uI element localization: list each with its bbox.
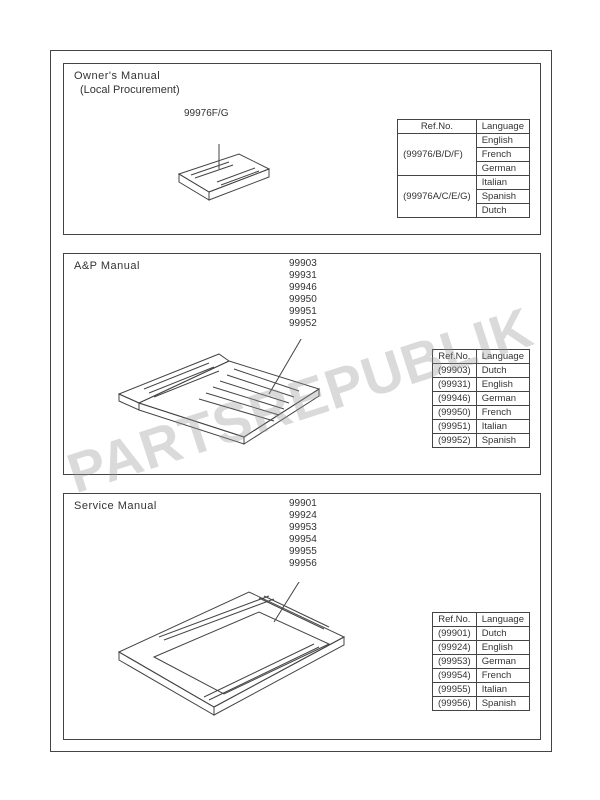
part-callout-list: 99903 99931 99946 99950 99951 99952 bbox=[289, 258, 317, 330]
section-title: Service Manual bbox=[74, 500, 157, 512]
open-manual-icon bbox=[109, 339, 349, 459]
manual-icon bbox=[169, 144, 289, 214]
callout-item: 99954 bbox=[289, 534, 317, 545]
table-cell: (99950) bbox=[432, 406, 476, 420]
table-cell: (99952) bbox=[432, 434, 476, 448]
table-cell: Italian bbox=[476, 683, 529, 697]
table-cell: (99955) bbox=[432, 683, 476, 697]
section-ap-manual: A&P Manual 99903 99931 99946 99950 99951… bbox=[63, 253, 541, 475]
section-title: A&P Manual bbox=[74, 260, 140, 272]
callout-item: 99955 bbox=[289, 546, 317, 557]
table-cell: Spanish bbox=[476, 190, 529, 204]
diagram-page: Owner's Manual (Local Procurement) 99976… bbox=[50, 50, 552, 752]
callout-item: 99931 bbox=[289, 270, 317, 281]
callout-item: 99950 bbox=[289, 294, 317, 305]
callout-item: 99901 bbox=[289, 498, 317, 509]
section-service-manual: Service Manual 99901 99924 99953 99954 9… bbox=[63, 493, 541, 740]
table-cell: (99953) bbox=[432, 655, 476, 669]
table-cell: Spanish bbox=[476, 434, 529, 448]
callout-item: 99951 bbox=[289, 306, 317, 317]
section-subtitle: (Local Procurement) bbox=[80, 84, 180, 96]
table-cell: (99954) bbox=[432, 669, 476, 683]
table-cell: Dutch bbox=[476, 627, 529, 641]
table-cell: French bbox=[476, 148, 529, 162]
callout-item: 99953 bbox=[289, 522, 317, 533]
table-cell: (99903) bbox=[432, 364, 476, 378]
reference-table: Ref.No.Language (99903)Dutch (99931)Engl… bbox=[432, 349, 530, 448]
reference-table: Ref.No.Language (99976/B/D/F)English Fre… bbox=[397, 119, 530, 218]
table-cell: (99924) bbox=[432, 641, 476, 655]
table-header-lang: Language bbox=[476, 120, 529, 134]
table-cell: (99931) bbox=[432, 378, 476, 392]
table-cell: (99951) bbox=[432, 420, 476, 434]
callout-item: 99903 bbox=[289, 258, 317, 269]
callout-item: 99946 bbox=[289, 282, 317, 293]
table-cell: French bbox=[476, 669, 529, 683]
table-cell: German bbox=[476, 162, 529, 176]
table-cell: German bbox=[476, 655, 529, 669]
callout-item: 99952 bbox=[289, 318, 317, 329]
table-cell: Dutch bbox=[476, 364, 529, 378]
table-cell: (99901) bbox=[432, 627, 476, 641]
table-header-lang: Language bbox=[476, 613, 529, 627]
table-cell: Dutch bbox=[476, 204, 529, 218]
service-manual-icon bbox=[104, 582, 364, 732]
table-cell: (99956) bbox=[432, 697, 476, 711]
part-callout: 99976F/G bbox=[184, 108, 228, 120]
section-title: Owner's Manual bbox=[74, 70, 160, 82]
callout-item: 99924 bbox=[289, 510, 317, 521]
table-header-ref: Ref.No. bbox=[432, 350, 476, 364]
callout-item: 99956 bbox=[289, 558, 317, 569]
table-cell: German bbox=[476, 392, 529, 406]
table-cell: Italian bbox=[476, 176, 529, 190]
table-header-lang: Language bbox=[476, 350, 529, 364]
table-cell: Italian bbox=[476, 420, 529, 434]
table-cell: (99946) bbox=[432, 392, 476, 406]
part-callout-list: 99901 99924 99953 99954 99955 99956 bbox=[289, 498, 317, 570]
table-cell: Spanish bbox=[476, 697, 529, 711]
section-owners-manual: Owner's Manual (Local Procurement) 99976… bbox=[63, 63, 541, 235]
table-cell: (99976A/C/E/G) bbox=[398, 176, 477, 218]
table-cell: French bbox=[476, 406, 529, 420]
table-cell: (99976/B/D/F) bbox=[398, 134, 477, 176]
table-cell: English bbox=[476, 641, 529, 655]
table-cell: English bbox=[476, 378, 529, 392]
table-header-ref: Ref.No. bbox=[398, 120, 477, 134]
reference-table: Ref.No.Language (99901)Dutch (99924)Engl… bbox=[432, 612, 530, 711]
table-cell: English bbox=[476, 134, 529, 148]
table-header-ref: Ref.No. bbox=[432, 613, 476, 627]
